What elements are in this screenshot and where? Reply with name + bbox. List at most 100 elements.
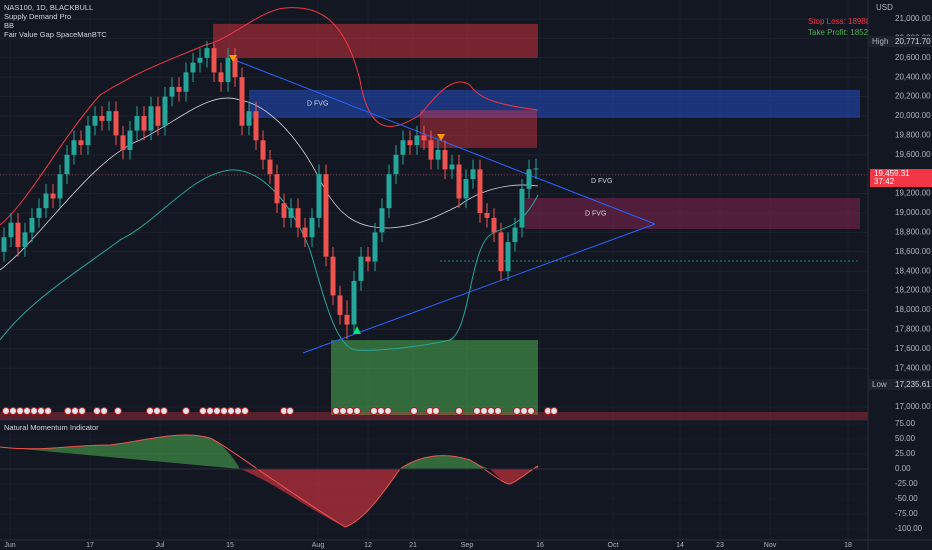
y-tick-label: 18,200.00: [895, 286, 931, 295]
candle-body: [337, 295, 343, 315]
event-icon: [44, 407, 52, 415]
high-price: 20,771.70: [895, 37, 931, 46]
event-icon: [384, 407, 392, 415]
candle-body: [218, 72, 224, 83]
event-icon: [78, 407, 86, 415]
candle-body: [1, 237, 7, 252]
indicator-title: Natural Momentum Indicator: [4, 423, 99, 432]
y-tick-label: 20,600.00: [895, 53, 931, 62]
candle-body: [344, 314, 350, 325]
candle-body: [463, 179, 469, 199]
candle-body: [22, 232, 28, 247]
event-icon: [339, 407, 347, 415]
zone-label: D FVG: [591, 178, 612, 185]
event-icon: [160, 407, 168, 415]
event-icon: [370, 407, 378, 415]
event-icon: [520, 407, 528, 415]
zone-label: D FVG: [585, 210, 606, 217]
candle-body: [197, 57, 203, 63]
x-tick-label: 23: [716, 542, 724, 549]
event-icon: [220, 407, 228, 415]
candle-body: [323, 174, 329, 257]
candle-body: [106, 111, 112, 121]
event-icon: [487, 407, 495, 415]
x-tick-label: 16: [536, 542, 544, 549]
candle-body: [176, 86, 182, 92]
event-strip: [0, 412, 868, 420]
zone: [213, 23, 538, 58]
zone: [331, 340, 538, 415]
event-icon: [23, 407, 31, 415]
sell-signal: [437, 134, 445, 141]
candle-body: [141, 116, 147, 131]
candle-body: [162, 96, 168, 126]
event-icon: [550, 407, 558, 415]
bb-lower: [0, 169, 539, 351]
candle-body: [456, 164, 462, 199]
candle-body: [477, 169, 483, 214]
candle-body: [29, 217, 35, 233]
x-tick-label: 12: [364, 542, 372, 549]
last-price-tag: [870, 169, 932, 187]
y-tick-label: 19,200.00: [895, 189, 931, 198]
candle-body: [316, 174, 322, 218]
candle-body: [281, 203, 287, 218]
y-tick-label: 18,800.00: [895, 228, 931, 237]
x-tick-label: Jul: [156, 542, 165, 549]
candle-body: [365, 256, 371, 262]
zone: [420, 110, 537, 149]
countdown: 37:42: [874, 177, 895, 186]
candle-body: [127, 130, 133, 150]
candle-body: [99, 116, 105, 121]
y-tick-label: 19,800.00: [895, 131, 931, 140]
candle-body: [169, 86, 175, 97]
candle-body: [155, 106, 161, 126]
candle-body: [232, 57, 238, 78]
currency: USD: [876, 3, 893, 12]
indicator-tick-label: 75.00: [895, 419, 916, 428]
candle-body: [267, 159, 273, 175]
event-icon: [332, 407, 340, 415]
y-tick-label: 19,600.00: [895, 150, 931, 159]
zone: [249, 89, 860, 118]
candle-body: [407, 140, 413, 146]
x-tick-label: 21: [409, 542, 417, 549]
candle-body: [148, 106, 154, 131]
event-icon: [206, 407, 214, 415]
event-icon: [234, 407, 242, 415]
zone: [525, 197, 860, 230]
candle-body: [393, 154, 399, 175]
candle-body: [15, 222, 21, 247]
x-tick-label: Aug: [312, 542, 325, 549]
candle-body: [57, 174, 63, 199]
x-tick-label: 17: [86, 542, 94, 549]
y-tick-label: 20,000.00: [895, 111, 931, 120]
candle-body: [309, 217, 315, 238]
y-tick-label: 17,800.00: [895, 325, 931, 334]
y-tick-label: 20,200.00: [895, 92, 931, 101]
stop-loss: Stop Loss: 18988.15: [808, 17, 882, 26]
candle-body: [204, 48, 210, 58]
event-icon: [114, 407, 122, 415]
candle-body: [358, 256, 364, 281]
symbol: NAS100, 1D, BLACKBULL: [4, 3, 93, 12]
candle-body: [113, 111, 119, 136]
candle-body: [239, 77, 245, 126]
event-icon: [513, 407, 521, 415]
candle-body: [120, 135, 126, 150]
event-icon: [494, 407, 502, 415]
event-icon: [410, 407, 418, 415]
candle-body: [295, 208, 301, 228]
candle-body: [470, 169, 476, 180]
candle-body: [225, 57, 231, 83]
sell-signal: [229, 55, 237, 62]
event-icon: [455, 407, 463, 415]
candle-body: [533, 168, 539, 170]
indicator-name: BB: [4, 21, 14, 30]
events-row: [2, 407, 558, 415]
x-tick-label: Sep: [461, 542, 474, 549]
candle-body: [260, 140, 266, 160]
momentum-positive: [0, 435, 240, 469]
candle-body: [274, 174, 280, 204]
